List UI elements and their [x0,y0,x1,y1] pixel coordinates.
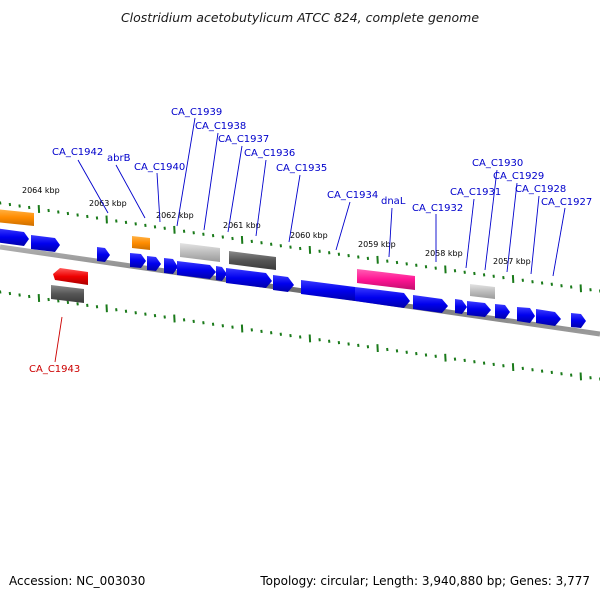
gene-label-CA_C1927[interactable]: CA_C1927 [541,197,592,208]
leader-lines [54,117,566,363]
gene-label-CA_C1930[interactable]: CA_C1930 [472,158,523,169]
feature-rna-abrB-region[interactable] [132,236,150,250]
feature-pseudo-light-1939[interactable] [180,243,220,262]
cds-arrow [273,275,294,292]
cds-arrow [147,256,161,271]
genome-backbone [0,244,600,337]
gene-label-CA_C1939[interactable]: CA_C1939 [171,107,222,118]
map-title: Clostridium acetobutylicum ATCC 824, com… [120,10,480,25]
gene-label-CA_C1943[interactable]: CA_C1943 [29,364,80,375]
cds-arrow [495,304,510,319]
cds-arrow [164,258,178,274]
gene-label-CA_C1938[interactable]: CA_C1938 [195,121,246,132]
scale-label-2060: 2060 kbp [290,231,328,240]
gene-label-CA_C1932[interactable]: CA_C1932 [412,203,463,214]
gene-label-CA_C1929[interactable]: CA_C1929 [493,171,544,182]
feature-dnaL[interactable] [357,269,415,290]
feature-pseudo-light-1930[interactable] [470,284,495,299]
scale-label-2064: 2064 kbp [22,186,60,195]
gene-label-CA_C1931[interactable]: CA_C1931 [450,187,501,198]
scale-label-2063: 2063 kbp [89,199,127,208]
gene-label-CA_C1936[interactable]: CA_C1936 [244,148,295,159]
feature-pseudo-dark-1937[interactable] [229,251,276,270]
gene-label-CA_C1940[interactable]: CA_C1940 [134,162,185,173]
gene-label-CA_C1937[interactable]: CA_C1937 [218,134,269,145]
cds-arrow [536,309,561,326]
gene-label-CA_C1935[interactable]: CA_C1935 [276,163,327,174]
gene-label-dnaL[interactable]: dnaL [381,196,406,207]
cds-arrow [467,301,491,317]
cds-arrow [0,228,29,246]
cds-arrow [455,299,467,314]
cds-arrow [355,287,410,308]
scale-label-2058: 2058 kbp [425,249,463,258]
gene-label-CA_C1934[interactable]: CA_C1934 [327,190,378,201]
gene-label-abrB[interactable]: abrB [107,153,131,164]
accession-text: Accession: NC_003030 [9,574,146,588]
cds-arrow [226,268,272,288]
scale-label-2061: 2061 kbp [223,221,261,230]
scale-ticks-lower [0,290,600,381]
cds-arrow [130,253,146,268]
feature-CA_C1943[interactable] [51,285,84,303]
cds-arrow [571,313,586,328]
scale-label-2059: 2059 kbp [358,240,396,249]
genome-summary-text: Topology: circular; Length: 3,940,880 bp… [260,574,590,588]
cds-arrow [517,307,535,323]
cds-arrow [177,261,216,279]
scale-label-2062: 2062 kbp [156,211,194,220]
cds-arrow [413,295,448,313]
scale-ticks-upper [0,201,600,293]
gene-label-CA_C1942[interactable]: CA_C1942 [52,147,103,158]
cds-arrow [97,247,110,262]
gene-label-CA_C1928[interactable]: CA_C1928 [515,184,566,195]
cds-row[interactable] [0,228,586,328]
feature-rna-left[interactable] [0,209,34,226]
cds-arrow [31,235,60,252]
feature-red-reverse[interactable] [53,268,88,285]
cds-arrow [216,266,227,281]
scale-label-2057: 2057 kbp [493,257,531,266]
cds-arrow [301,280,355,301]
